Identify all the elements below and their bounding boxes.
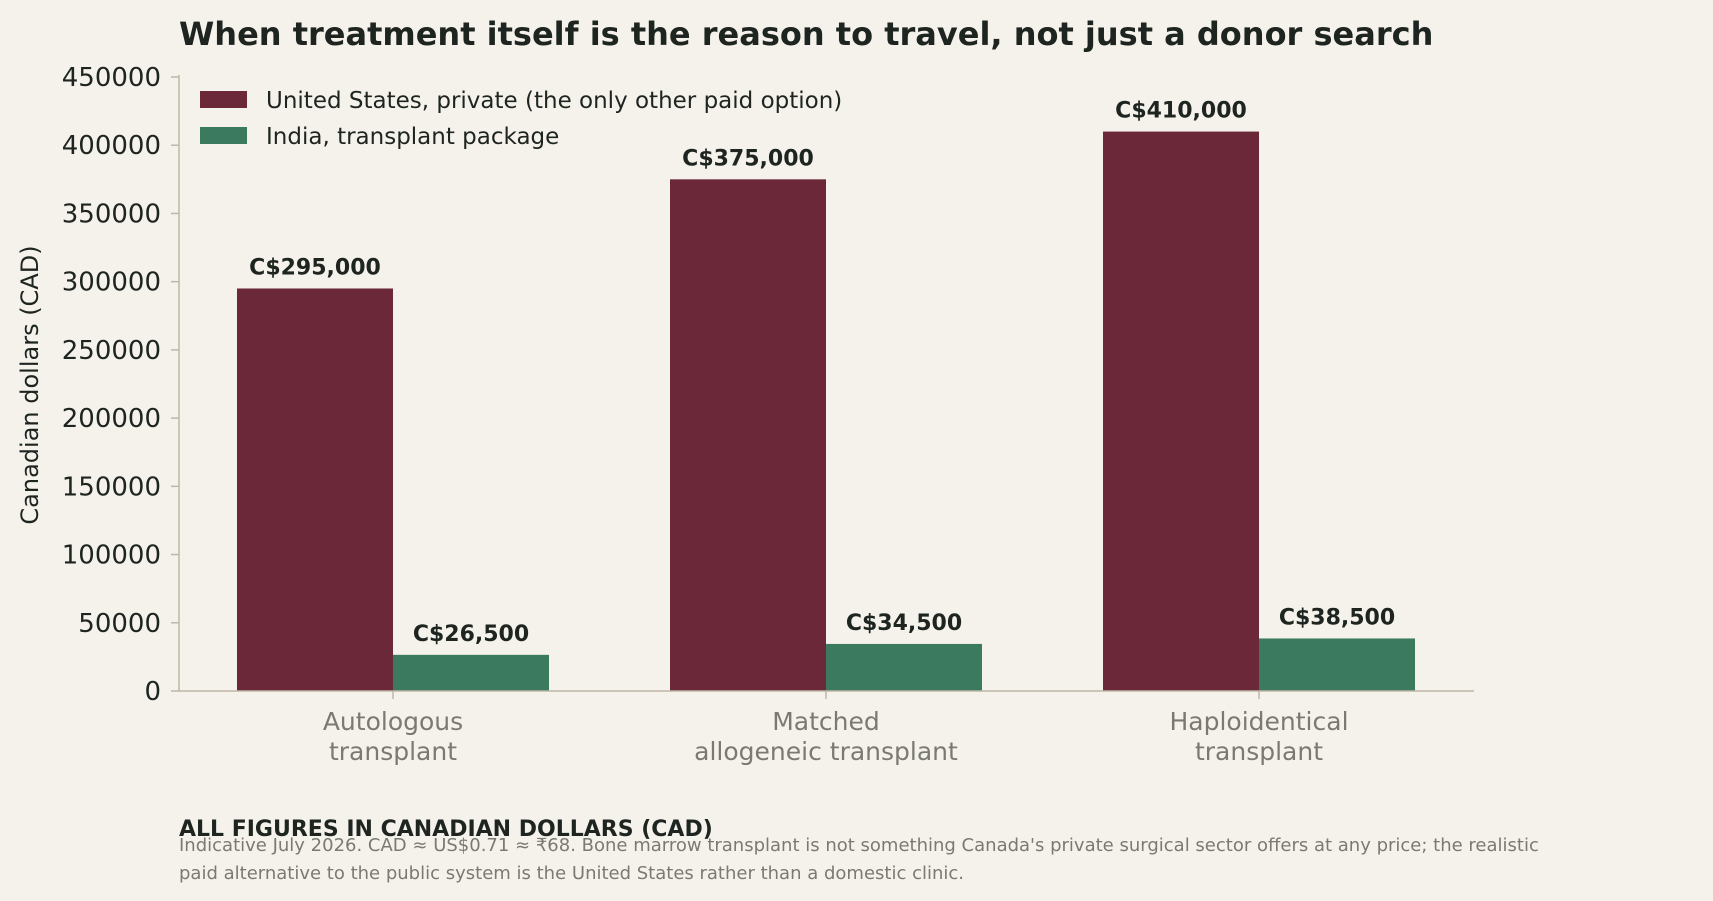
y-tick-label: 150000	[62, 472, 161, 502]
footer-note-line-1: Indicative July 2026. CAD ≈ US$0.71 ≈ ₹6…	[179, 835, 1539, 856]
bar-us-private-2	[1103, 131, 1259, 692]
y-tick-label: 100000	[62, 541, 161, 571]
x-tick-label: Matched	[772, 707, 880, 736]
y-axis-ticks: 0 50000 100000 150000 200000 250000 300000 3500…	[62, 63, 179, 707]
footer-note-line-2: paid alternative to the public system is…	[179, 863, 964, 884]
legend-swatch	[200, 127, 247, 144]
data-label: C$38,500	[1279, 605, 1395, 630]
x-tick-label: transplant	[329, 737, 457, 766]
data-label: C$34,500	[846, 611, 962, 636]
y-tick-label: 200000	[62, 404, 161, 434]
y-tick-label: 0	[144, 677, 161, 707]
x-tick-label: Haploidentical	[1169, 707, 1348, 736]
data-label: C$26,500	[413, 622, 529, 647]
x-tick-label: transplant	[1195, 737, 1323, 766]
bar-india-package-1	[826, 643, 982, 691]
legend-swatch	[200, 91, 247, 108]
bar-india-package-2	[1259, 638, 1415, 691]
footer-heading: ALL FIGURES IN CANADIAN DOLLARS (CAD)	[179, 817, 713, 842]
bar-us-private-0	[237, 288, 393, 691]
x-tick-label: allogeneic transplant	[694, 737, 958, 766]
data-label: C$410,000	[1115, 99, 1247, 124]
bars	[237, 131, 1415, 692]
y-tick-label: 450000	[62, 63, 161, 93]
y-axis-label: Canadian dollars (CAD)	[16, 245, 44, 524]
y-tick-label: 350000	[62, 199, 161, 229]
y-tick-label: 50000	[78, 609, 161, 639]
legend: United States, private (the only other p…	[200, 88, 842, 150]
y-tick-label: 300000	[62, 268, 161, 298]
chart-title: When treatment itself is the reason to t…	[179, 15, 1433, 53]
legend-label: India, transplant package	[266, 124, 559, 150]
y-tick-label: 250000	[62, 336, 161, 366]
data-label: C$295,000	[249, 255, 381, 280]
legend-label: United States, private (the only other p…	[266, 88, 842, 114]
x-tick-label: Autologous	[323, 707, 463, 736]
bar-india-package-0	[393, 654, 549, 691]
data-label: C$375,000	[682, 146, 814, 171]
bar-us-private-1	[670, 179, 826, 692]
data-labels: C$295,000 C$26,500 C$375,000 C$34,500 C$410,…	[249, 99, 1395, 647]
y-tick-label: 400000	[62, 131, 161, 161]
